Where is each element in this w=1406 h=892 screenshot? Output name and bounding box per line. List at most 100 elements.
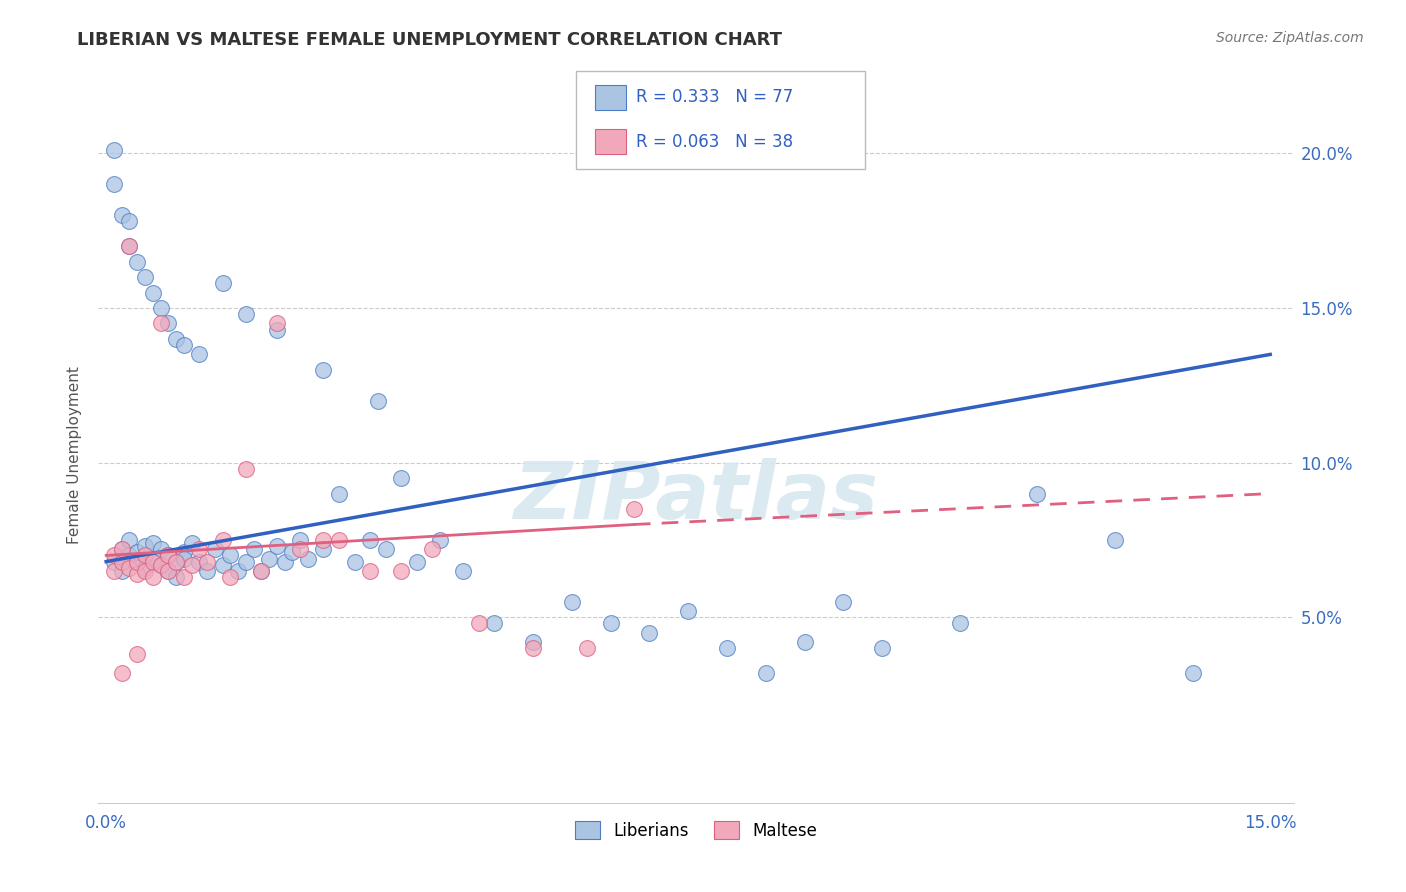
Point: [312, 542, 335, 557]
Point: [118, 561, 141, 575]
Point: [195, 564, 218, 578]
Legend: Liberians, Maltese: Liberians, Maltese: [568, 814, 824, 847]
Point: [103, 178, 125, 192]
Point: [149, 301, 172, 315]
Point: [429, 533, 451, 547]
Point: [359, 533, 381, 547]
Point: [389, 564, 412, 578]
Point: [111, 542, 134, 557]
Point: [165, 555, 187, 569]
Point: [281, 545, 304, 559]
Point: [165, 555, 187, 569]
Point: [273, 555, 295, 569]
Point: [522, 635, 544, 649]
Point: [157, 564, 180, 578]
Point: [522, 641, 544, 656]
Point: [250, 564, 273, 578]
Point: [173, 338, 195, 352]
Point: [235, 555, 257, 569]
Point: [1026, 486, 1049, 500]
Point: [235, 307, 257, 321]
Point: [226, 564, 249, 578]
Text: ZIPatlas: ZIPatlas: [513, 458, 879, 536]
Point: [111, 208, 134, 222]
Point: [676, 604, 699, 618]
Point: [118, 549, 141, 563]
Point: [134, 539, 156, 553]
Point: [204, 542, 226, 557]
Point: [165, 570, 187, 584]
Point: [374, 542, 396, 557]
Point: [405, 555, 427, 569]
Point: [173, 545, 195, 559]
Point: [482, 616, 505, 631]
Point: [576, 641, 599, 656]
Point: [367, 393, 389, 408]
Point: [420, 542, 443, 557]
Point: [1104, 533, 1126, 547]
Point: [467, 616, 489, 631]
Point: [127, 555, 149, 569]
Point: [149, 558, 172, 572]
Point: [211, 533, 233, 547]
Point: [290, 533, 312, 547]
Point: [211, 558, 233, 572]
Point: [173, 551, 195, 566]
Point: [359, 564, 381, 578]
Point: [111, 555, 134, 569]
Point: [111, 564, 134, 578]
Point: [949, 616, 972, 631]
Point: [134, 564, 156, 578]
Point: [599, 616, 621, 631]
Point: [561, 595, 583, 609]
Point: [157, 549, 180, 563]
Point: [290, 542, 312, 557]
Point: [157, 549, 180, 563]
Point: [127, 566, 149, 581]
Point: [257, 551, 280, 566]
Point: [142, 536, 165, 550]
Point: [142, 285, 165, 300]
Point: [142, 570, 165, 584]
Text: Source: ZipAtlas.com: Source: ZipAtlas.com: [1216, 31, 1364, 45]
Point: [118, 239, 141, 253]
Point: [118, 214, 141, 228]
Point: [716, 641, 738, 656]
Point: [127, 545, 149, 559]
Point: [134, 549, 156, 563]
Text: R = 0.063   N = 38: R = 0.063 N = 38: [636, 133, 793, 151]
Point: [297, 551, 319, 566]
Point: [343, 555, 366, 569]
Point: [235, 462, 257, 476]
Point: [266, 539, 288, 553]
Point: [127, 648, 149, 662]
Point: [149, 542, 172, 557]
Point: [188, 347, 211, 361]
Point: [134, 561, 156, 575]
Point: [180, 558, 202, 572]
Point: [266, 323, 288, 337]
Point: [1181, 665, 1204, 680]
Point: [118, 239, 141, 253]
Point: [623, 502, 645, 516]
Point: [219, 549, 242, 563]
Point: [134, 270, 156, 285]
Text: R = 0.333   N = 77: R = 0.333 N = 77: [636, 88, 793, 106]
Point: [127, 254, 149, 268]
Point: [870, 641, 893, 656]
Point: [157, 564, 180, 578]
Point: [149, 558, 172, 572]
Point: [142, 551, 165, 566]
Text: LIBERIAN VS MALTESE FEMALE UNEMPLOYMENT CORRELATION CHART: LIBERIAN VS MALTESE FEMALE UNEMPLOYMENT …: [77, 31, 782, 49]
Point: [103, 144, 125, 158]
Point: [832, 595, 855, 609]
Point: [142, 555, 165, 569]
Point: [111, 665, 134, 680]
Point: [188, 555, 211, 569]
Point: [180, 536, 202, 550]
Point: [219, 570, 242, 584]
Point: [638, 625, 661, 640]
Point: [111, 542, 134, 557]
Point: [103, 555, 125, 569]
Point: [149, 317, 172, 331]
